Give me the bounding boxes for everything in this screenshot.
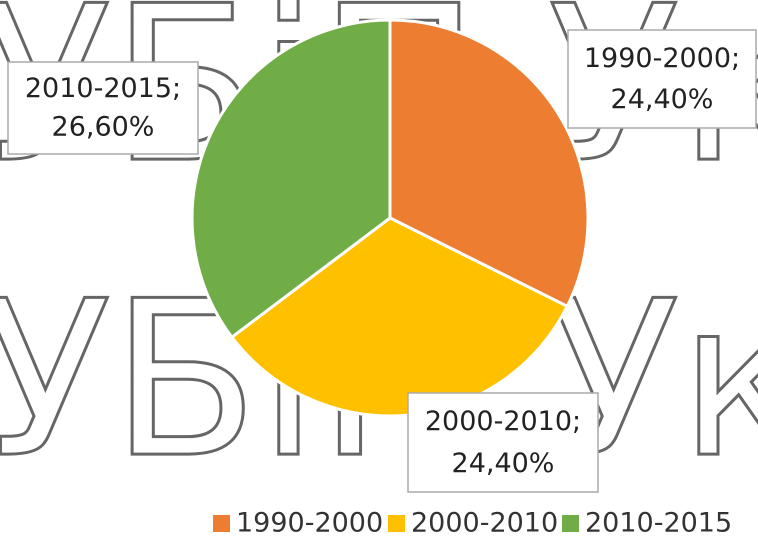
legend-swatch bbox=[388, 515, 405, 532]
data-labels: 1990-2000; 24,40% 2000-2010; 24,40% 2010-201… bbox=[7, 29, 757, 493]
pie-slice bbox=[190, 18, 392, 340]
data-label-value: 26,60% bbox=[52, 112, 155, 143]
legend-swatch bbox=[562, 515, 579, 532]
data-label-category: 2010-2015; bbox=[25, 73, 181, 104]
pie bbox=[190, 18, 590, 418]
data-label-category: 1990-2000; bbox=[584, 43, 740, 74]
data-label-value: 24,40% bbox=[611, 84, 714, 115]
data-label-box bbox=[567, 29, 757, 129]
legend-label: 1990-2000 bbox=[236, 508, 383, 539]
data-label-box bbox=[7, 61, 199, 155]
legend-swatch bbox=[213, 515, 230, 532]
data-label-category: 2000-2010; bbox=[425, 406, 581, 437]
legend: 1990-2000 2000-2010 2010-2015 bbox=[213, 508, 732, 539]
legend-label: 2000-2010 bbox=[411, 508, 558, 539]
pie-slice bbox=[388, 18, 590, 309]
data-label-value: 24,40% bbox=[452, 448, 555, 479]
data-label-box bbox=[407, 392, 599, 493]
legend-label: 2010-2015 bbox=[585, 508, 732, 539]
